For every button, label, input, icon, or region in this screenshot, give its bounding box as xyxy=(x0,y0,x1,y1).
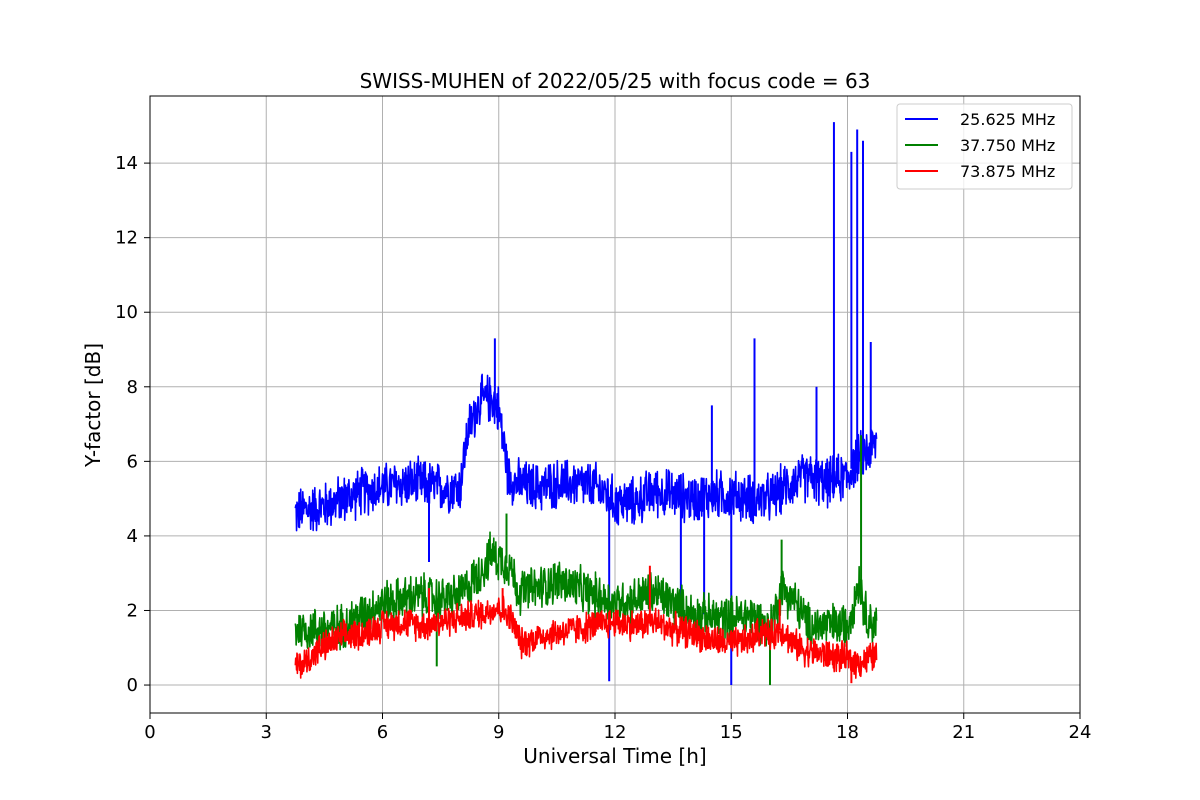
series-line xyxy=(294,373,878,532)
legend-entry: 25.625 MHz xyxy=(960,110,1055,129)
y-tick-label: 4 xyxy=(127,526,138,547)
y-tick-label: 6 xyxy=(127,451,138,472)
y-tick-label: 12 xyxy=(115,228,138,249)
series-layer xyxy=(294,122,878,686)
x-axis-label: Universal Time [h] xyxy=(523,744,706,768)
y-tick-label: 14 xyxy=(115,153,138,174)
x-tick-label: 15 xyxy=(720,722,743,743)
y-tick-label: 0 xyxy=(127,675,138,696)
series-1 xyxy=(294,435,878,686)
series-line xyxy=(294,531,878,651)
y-tick-label: 8 xyxy=(127,377,138,398)
x-tick-label: 18 xyxy=(836,722,859,743)
y-axis-ticks: 0 2 4 6 8 10 12 14 xyxy=(115,153,150,696)
chart-title: SWISS-MUHEN of 2022/05/25 with focus cod… xyxy=(360,69,871,93)
x-tick-label: 24 xyxy=(1069,722,1092,743)
legend: 25.625 MHz 37.750 MHz 73.875 MHz xyxy=(896,103,1073,190)
series-line xyxy=(294,595,878,679)
y-tick-label: 2 xyxy=(127,600,138,621)
legend-entry: 73.875 MHz xyxy=(960,162,1055,181)
x-tick-label: 3 xyxy=(261,722,272,743)
x-tick-label: 12 xyxy=(604,722,627,743)
x-tick-label: 6 xyxy=(377,722,388,743)
y-tick-label: 10 xyxy=(115,302,138,323)
legend-entry: 37.750 MHz xyxy=(960,136,1055,155)
legend-box xyxy=(896,103,1073,190)
series-2 xyxy=(294,565,878,684)
x-tick-label: 0 xyxy=(144,722,155,743)
x-axis-ticks: 0 3 6 9 12 15 18 21 24 xyxy=(144,713,1091,743)
x-tick-label: 21 xyxy=(952,722,975,743)
x-tick-label: 9 xyxy=(493,722,504,743)
y-axis-label: Y-factor [dB] xyxy=(81,343,105,468)
